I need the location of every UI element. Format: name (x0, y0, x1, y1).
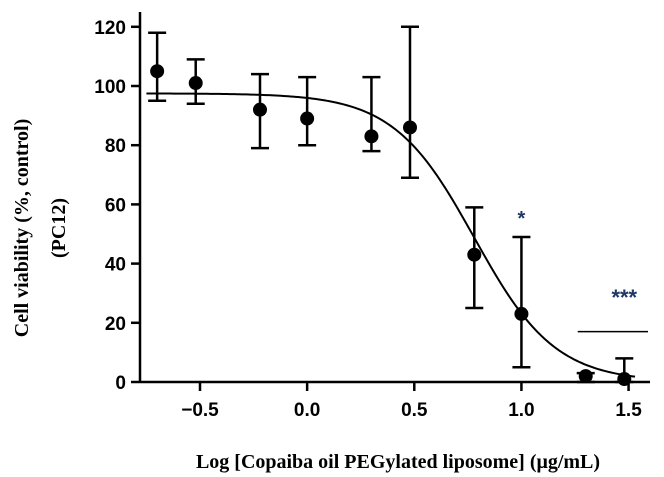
x-tick-label: 1.0 (508, 400, 534, 421)
data-point (617, 372, 632, 387)
data-point (467, 247, 482, 262)
y-tick-label: 0 (115, 373, 126, 394)
x-tick-label: 1.5 (615, 400, 642, 421)
y-axis-title-line-1: Cell viability (%, control) (11, 119, 33, 338)
significance-marker: *** (611, 285, 637, 310)
data-point (300, 111, 315, 126)
data-point (253, 102, 267, 117)
y-tick-label: 40 (105, 255, 126, 276)
y-tick-label: 100 (94, 77, 126, 98)
data-point (364, 129, 379, 144)
data-point (514, 306, 529, 321)
y-axis-title-line-2: (PC12) (48, 198, 70, 258)
x-tick-label: 0.5 (401, 400, 428, 421)
data-point (578, 369, 593, 384)
data-point (150, 64, 165, 79)
data-point (403, 120, 417, 135)
y-tick-label: 120 (94, 18, 126, 39)
y-tick-label: 80 (105, 136, 126, 157)
y-tick-label: 20 (105, 314, 126, 335)
data-point (188, 76, 203, 91)
significance-marker: * (518, 208, 526, 230)
y-axis-title: Cell viability (%, control) (PC12) (11, 119, 70, 338)
fit-curve (146, 92, 636, 378)
x-tick-label: −0.5 (181, 400, 219, 421)
y-tick-label: 60 (105, 195, 126, 216)
x-tick-label: 0.0 (294, 400, 320, 421)
x-axis-title: Log [Copaiba oil PEGylated liposome] (μg… (196, 451, 600, 473)
